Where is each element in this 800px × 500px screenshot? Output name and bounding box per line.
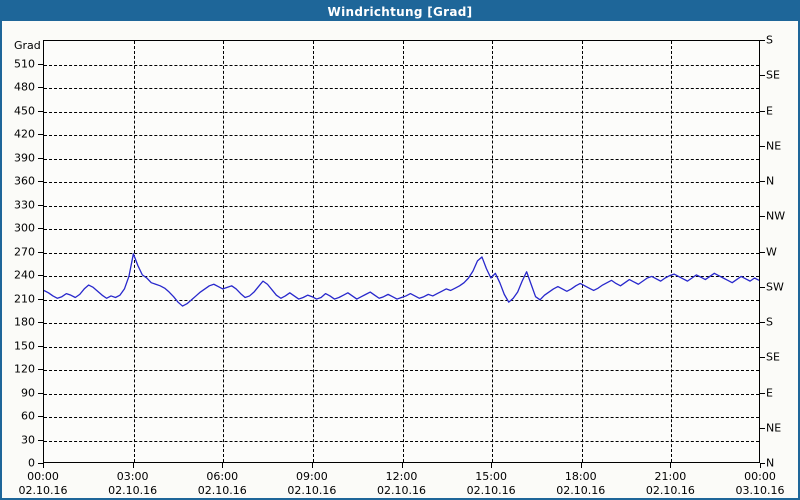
y-axis-tick-mark xyxy=(38,181,43,182)
compass-tick-mark xyxy=(760,40,765,41)
x-axis-tick-mark xyxy=(670,463,672,468)
compass-tick-mark xyxy=(760,463,765,464)
y-axis-tick-mark xyxy=(38,204,43,206)
x-axis-date-label: 02.10.16 xyxy=(108,484,158,497)
y-axis-tick-label: 390 xyxy=(14,151,35,164)
compass-tick-label: SW xyxy=(766,280,784,294)
compass-tick-label: SE xyxy=(766,350,780,364)
compass-tick-mark xyxy=(760,216,765,218)
y-axis-tick-label: 60 xyxy=(21,409,35,423)
y-axis-tick-label: 240 xyxy=(14,268,35,282)
x-axis-date-label: 02.10.16 xyxy=(287,484,337,497)
y-axis-tick-label: 210 xyxy=(14,292,35,305)
compass-tick-mark xyxy=(760,286,765,288)
y-axis-tick-label: 30 xyxy=(21,433,35,446)
y-axis-tick-mark xyxy=(38,322,43,323)
series-line-windrichtung xyxy=(44,253,759,307)
y-axis-tick-label: 300 xyxy=(14,221,35,235)
y-axis-tick-mark xyxy=(38,134,43,135)
x-axis-time-label: 00:00 xyxy=(27,470,59,483)
x-axis-date-label: 02.10.16 xyxy=(645,484,695,497)
x-axis-date-label: 02.10.16 xyxy=(18,484,68,497)
y-axis-tick-label: 330 xyxy=(14,198,35,211)
page-title: Windrichtung [Grad] xyxy=(327,4,473,19)
compass-tick-mark xyxy=(760,357,765,359)
plot-area xyxy=(43,40,760,463)
compass-tick-label: NE xyxy=(766,421,782,435)
x-axis-tick-mark xyxy=(760,463,761,468)
x-axis-tick-mark xyxy=(222,463,224,468)
y-axis-tick-mark xyxy=(38,87,43,88)
y-axis-tick-mark xyxy=(38,463,43,464)
x-axis-time-label: 03:00 xyxy=(116,470,149,483)
x-axis-tick-mark xyxy=(401,463,403,468)
compass-tick-label: E xyxy=(766,104,773,117)
x-axis-time-label: 15:00 xyxy=(475,470,507,483)
x-axis-tick-mark xyxy=(43,463,44,468)
compass-tick-label: S xyxy=(766,33,773,47)
y-axis-tick-mark xyxy=(38,345,43,347)
compass-tick-label: NW xyxy=(766,209,786,223)
data-line xyxy=(44,253,759,307)
x-axis-date-label: 03.10.16 xyxy=(735,484,785,497)
y-axis-tick-mark xyxy=(38,63,43,65)
x-axis-time-label: 00:00 xyxy=(744,470,776,483)
y-axis-tick-mark xyxy=(38,228,43,229)
x-axis-time-label: 21:00 xyxy=(654,470,687,483)
y-axis-tick-mark xyxy=(38,298,43,300)
y-axis-tick-mark xyxy=(38,157,43,159)
compass-tick-label: SE xyxy=(766,68,780,82)
compass-tick-label: W xyxy=(766,245,777,258)
x-axis-time-label: 06:00 xyxy=(206,470,239,483)
y-axis-tick-label: 420 xyxy=(14,127,35,141)
compass-tick-mark xyxy=(760,322,765,323)
x-axis-date-label: 02.10.16 xyxy=(556,484,606,497)
x-axis-time-label: 12:00 xyxy=(385,470,418,483)
x-axis-time-label: 09:00 xyxy=(296,470,328,483)
compass-tick-mark xyxy=(760,181,765,182)
x-axis-tick-mark xyxy=(132,463,134,468)
y-axis-tick-label: 0 xyxy=(28,456,35,470)
compass-tick-mark xyxy=(760,427,765,429)
x-axis-date-label: 02.10.16 xyxy=(377,484,426,497)
compass-tick-label: S xyxy=(766,315,773,329)
y-axis-tick-mark xyxy=(38,439,43,441)
x-axis-tick-mark xyxy=(491,463,493,468)
y-axis-tick-mark xyxy=(38,392,43,394)
y-axis-tick-label: 450 xyxy=(14,104,35,117)
compass-tick-mark xyxy=(760,251,765,253)
y-axis-tick-label: 360 xyxy=(14,174,35,188)
compass-tick-label: E xyxy=(766,386,773,399)
y-axis-tick-label: 150 xyxy=(14,339,35,352)
x-axis-date-label: 02.10.16 xyxy=(466,484,516,497)
window-title-bar: Windrichtung [Grad] xyxy=(2,2,798,21)
y-axis-tick-mark xyxy=(38,369,43,370)
compass-tick-mark xyxy=(760,392,765,394)
y-axis-tick-label: 120 xyxy=(14,362,35,376)
compass-tick-mark xyxy=(760,145,765,147)
compass-tick-label: N xyxy=(766,174,775,188)
y-axis-tick-label: 180 xyxy=(14,315,35,329)
y-axis-tick-label: 270 xyxy=(14,245,35,258)
y-axis-tick-mark xyxy=(38,416,43,417)
compass-tick-label: NE xyxy=(766,139,782,153)
compass-tick-mark xyxy=(760,110,765,112)
x-axis-time-label: 18:00 xyxy=(564,470,597,483)
compass-tick-label: N xyxy=(766,456,775,470)
y-axis-tick-mark xyxy=(38,251,43,253)
y-axis-tick-mark xyxy=(38,110,43,112)
y-axis-tick-label: 480 xyxy=(14,80,35,94)
y-axis-unit-label: Grad xyxy=(14,39,41,52)
y-axis-tick-label: 90 xyxy=(21,386,35,399)
x-axis-tick-mark xyxy=(580,463,582,468)
x-axis-tick-mark xyxy=(311,463,313,468)
y-axis-tick-label: 510 xyxy=(14,57,35,70)
compass-tick-mark xyxy=(760,75,765,77)
x-axis-date-label: 02.10.16 xyxy=(197,484,247,497)
y-axis-tick-mark xyxy=(38,275,43,276)
